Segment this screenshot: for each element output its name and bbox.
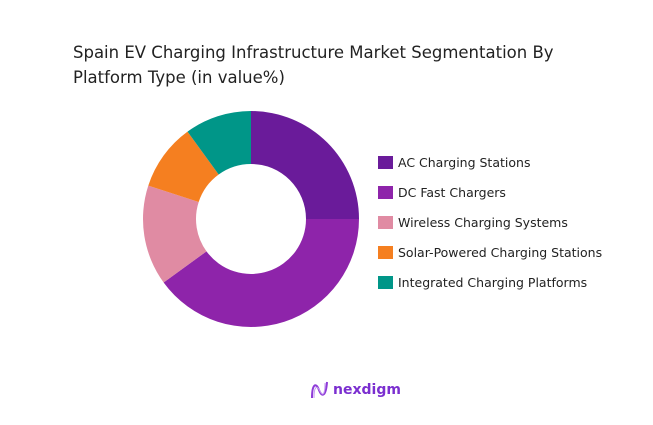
donut-slice-0 <box>251 111 359 219</box>
legend-label: Integrated Charging Platforms <box>398 274 588 290</box>
legend: AC Charging Stations DC Fast Chargers Wire… <box>378 147 602 297</box>
chart-title: Spain EV Charging Infrastructure Market … <box>73 43 554 87</box>
legend-label: Wireless Charging Systems <box>398 214 568 230</box>
donut-slice-2 <box>143 185 207 283</box>
legend-item: Wireless Charging Systems <box>378 207 602 237</box>
donut-slice-3 <box>148 131 219 203</box>
legend-swatch <box>378 185 393 199</box>
legend-item: Integrated Charging Platforms <box>378 267 602 297</box>
legend-swatch <box>378 155 393 169</box>
legend-item: DC Fast Chargers <box>378 177 602 207</box>
legend-item: AC Charging Stations <box>378 147 602 177</box>
donut-slice-1 <box>163 219 359 327</box>
legend-swatch <box>378 215 393 229</box>
legend-label: DC Fast Chargers <box>398 184 506 200</box>
nexdigm-logo-icon <box>311 381 328 399</box>
legend-label: Solar-Powered Charging Stations <box>398 244 603 260</box>
legend-item: Solar-Powered Charging Stations <box>378 237 602 267</box>
legend-swatch <box>378 275 393 289</box>
donut-slice-4 <box>187 111 251 175</box>
brand-name: nexdigm <box>333 382 401 398</box>
legend-swatch <box>378 245 393 259</box>
legend-label: AC Charging Stations <box>398 154 531 170</box>
brand-logo: nexdigm <box>310 380 401 400</box>
